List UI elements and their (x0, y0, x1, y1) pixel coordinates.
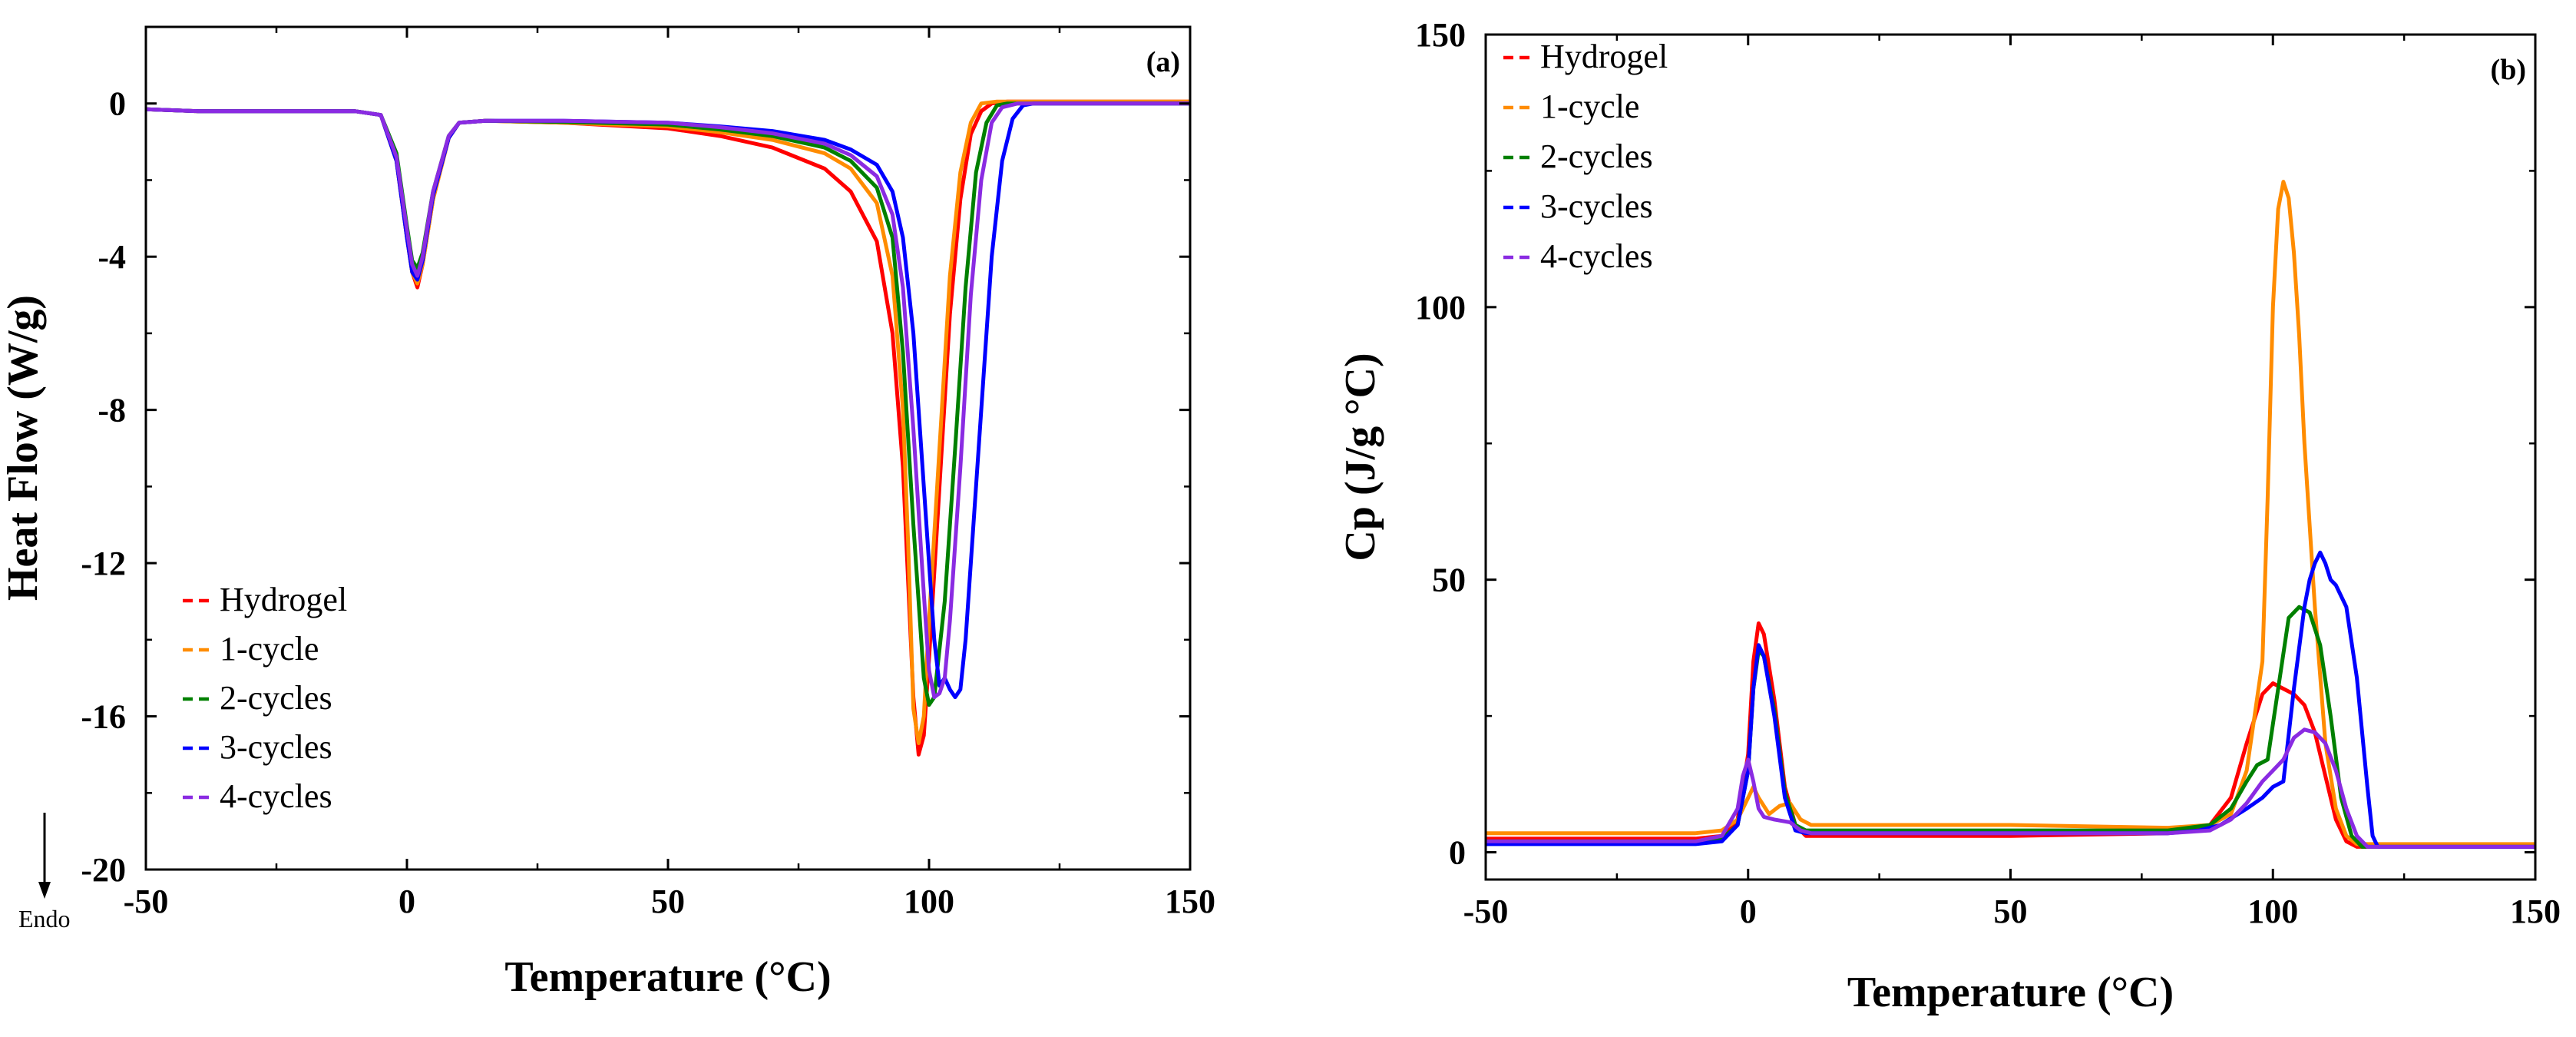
y-tick-label: 150 (1415, 16, 1466, 54)
x-tick-label: 0 (398, 883, 415, 920)
x-tick-label: 50 (651, 883, 685, 920)
panel-tag: (a) (1146, 46, 1180, 78)
x-tick-label: 100 (2247, 893, 2298, 930)
legend-label: 1-cycle (1540, 88, 1639, 125)
y-tick-label: 100 (1415, 289, 1466, 326)
series-line-1-cycle (1486, 180, 2535, 846)
x-tick-label: -50 (1463, 893, 1509, 930)
x-axis-title: Temperature (°C) (1847, 969, 2174, 1016)
x-axis-title: Temperature (°C) (504, 953, 831, 1001)
legend-label: 4-cycles (1540, 237, 1653, 275)
legend-label: 2-cycles (220, 679, 332, 717)
x-tick-label: 150 (2510, 893, 2561, 930)
legend: Hydrogel 1-cycle 2-cycles 3-cycles 4-cycles (183, 581, 347, 815)
legend-label: 4-cycles (220, 777, 332, 815)
y-tick-label: -16 (81, 698, 126, 736)
series-line-hydrogel (1486, 621, 2535, 849)
y-tick-label: -4 (98, 238, 126, 276)
legend: Hydrogel 1-cycle 2-cycles 3-cycles 4-cycles (1503, 38, 1668, 275)
chart-panel-a: -50 0 50 100 150 -20 -16 -12 -8 -4 0 Temperature (°… (0, 25, 1215, 1001)
x-tick-label: 150 (1165, 883, 1215, 920)
y-tick-label: 0 (109, 85, 126, 123)
y-axis-title: Heat Flow (W/g) (0, 295, 47, 601)
legend-label: 2-cycles (1540, 137, 1653, 175)
y-axis-title: Cp (J/g °C) (1337, 353, 1384, 561)
series-line-4-cycles (146, 101, 1190, 700)
panel-tag: (b) (2491, 54, 2526, 86)
x-tick-label: 50 (1994, 893, 2028, 930)
legend-label: Hydrogel (220, 581, 347, 618)
endo-label: Endo (18, 905, 71, 933)
series-line-3-cycles (1486, 550, 2535, 849)
x-tick-label: 100 (904, 883, 954, 920)
series-line-2-cycles (1486, 605, 2535, 849)
y-tick-label: -12 (81, 545, 126, 582)
legend-label: 1-cycle (220, 630, 319, 668)
x-tick-label: -50 (124, 883, 169, 920)
legend-label: 3-cycles (220, 728, 332, 766)
legend-label: 3-cycles (1540, 187, 1653, 225)
legend-label: Hydrogel (1540, 38, 1668, 75)
series-line-3-cycles (146, 101, 1190, 700)
chart-panel-b: -50 0 50 100 150 0 50 100 150 Temperature (°C) Cp … (1337, 16, 2561, 1016)
y-tick-label: -8 (98, 392, 126, 429)
y-tick-label: 0 (1449, 834, 1466, 872)
endo-arrowhead (38, 882, 51, 899)
series-line-4-cycles (1486, 727, 2535, 849)
y-tick-label: -20 (81, 851, 126, 889)
x-tick-label: 0 (1740, 893, 1757, 930)
y-tick-label: 50 (1432, 562, 1466, 599)
